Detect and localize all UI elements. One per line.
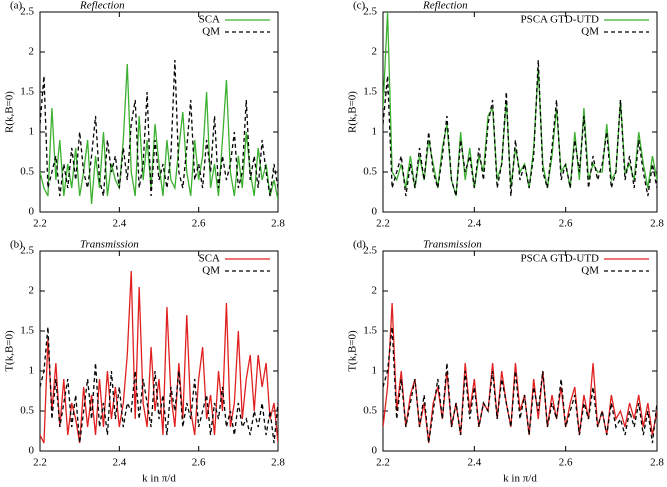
y-tick-label: 2.5 [363, 245, 377, 257]
panel-subtitle: Transmission [80, 239, 139, 251]
x-tick-label: 2.2 [376, 457, 390, 469]
legend-label: QM [581, 265, 599, 277]
y-tick-label: 1.5 [20, 86, 34, 98]
legend-label: QM [202, 265, 220, 277]
y-tick-label: 1 [29, 126, 35, 138]
data-line [383, 12, 657, 197]
x-tick-label: 2.4 [467, 218, 481, 230]
y-tick-label: 1.5 [363, 325, 377, 337]
x-tick-label: 2.6 [192, 218, 206, 230]
data-line [383, 302, 657, 444]
x-tick-label: 2.2 [376, 218, 390, 230]
x-tick-label: 2.2 [33, 457, 47, 469]
plot-frame [382, 11, 658, 213]
data-line [383, 326, 657, 444]
x-tick-label: 2.4 [467, 457, 481, 469]
y-axis-label: R(k,B=0) [347, 91, 359, 133]
y-axis-label: T(k,B=0) [4, 330, 16, 372]
x-axis-label: k in π/d [503, 473, 537, 485]
y-tick-label: 2 [372, 46, 378, 58]
y-tick-label: 0 [372, 445, 378, 457]
legend-label: SCA [199, 14, 220, 26]
plot-frame [382, 250, 658, 452]
x-tick-label: 2.6 [559, 218, 573, 230]
y-tick-label: 0.5 [363, 405, 377, 417]
y-tick-label: 2.5 [20, 245, 34, 257]
x-tick-label: 2.6 [192, 457, 206, 469]
x-axis-label: k in π/d [142, 473, 176, 485]
y-tick-label: 0 [372, 206, 378, 218]
panel-label: (c) [353, 0, 366, 12]
x-tick-label: 2.2 [33, 218, 47, 230]
y-tick-label: 1.5 [20, 325, 34, 337]
x-tick-label: 2.8 [650, 218, 664, 230]
y-tick-label: 1 [372, 126, 378, 138]
panel-label: (d) [353, 239, 366, 251]
plot-frame [39, 11, 279, 213]
data-line [40, 326, 278, 444]
legend-label: QM [581, 26, 599, 38]
panel-label: (b) [10, 239, 23, 251]
legend-label: PSCA GTD-UTD [520, 14, 599, 26]
data-line [40, 270, 278, 444]
y-axis-label: R(k,B=0) [4, 91, 16, 133]
legend-label: SCA [199, 253, 220, 265]
y-tick-label: 2.5 [20, 6, 34, 18]
legend-label: PSCA GTD-UTD [520, 253, 599, 265]
panel-subtitle: Transmission [423, 239, 482, 251]
y-tick-label: 0.5 [20, 405, 34, 417]
x-tick-label: 2.6 [559, 457, 573, 469]
y-tick-label: 0 [29, 206, 35, 218]
y-axis-label: T(k,B=0) [347, 330, 359, 372]
data-line [40, 59, 278, 197]
y-tick-label: 1 [29, 365, 35, 377]
panel-subtitle: Reflection [79, 0, 125, 12]
y-tick-label: 2.5 [363, 6, 377, 18]
data-line [40, 63, 278, 205]
panel-label: (a) [10, 0, 23, 12]
legend-label: QM [202, 26, 220, 38]
x-tick-label: 2.8 [271, 218, 285, 230]
x-tick-label: 2.4 [112, 218, 126, 230]
y-tick-label: 1.5 [363, 86, 377, 98]
y-tick-label: 2 [29, 285, 35, 297]
y-tick-label: 2 [29, 46, 35, 58]
y-tick-label: 0.5 [20, 166, 34, 178]
x-tick-label: 2.4 [112, 457, 126, 469]
y-tick-label: 1 [372, 365, 378, 377]
plot-frame [39, 250, 279, 452]
y-tick-label: 0 [29, 445, 35, 457]
y-tick-label: 2 [372, 285, 378, 297]
data-line [383, 59, 657, 197]
panel-subtitle: Reflection [422, 0, 468, 12]
y-tick-label: 0.5 [363, 166, 377, 178]
x-tick-label: 2.8 [271, 457, 285, 469]
x-tick-label: 2.8 [650, 457, 664, 469]
